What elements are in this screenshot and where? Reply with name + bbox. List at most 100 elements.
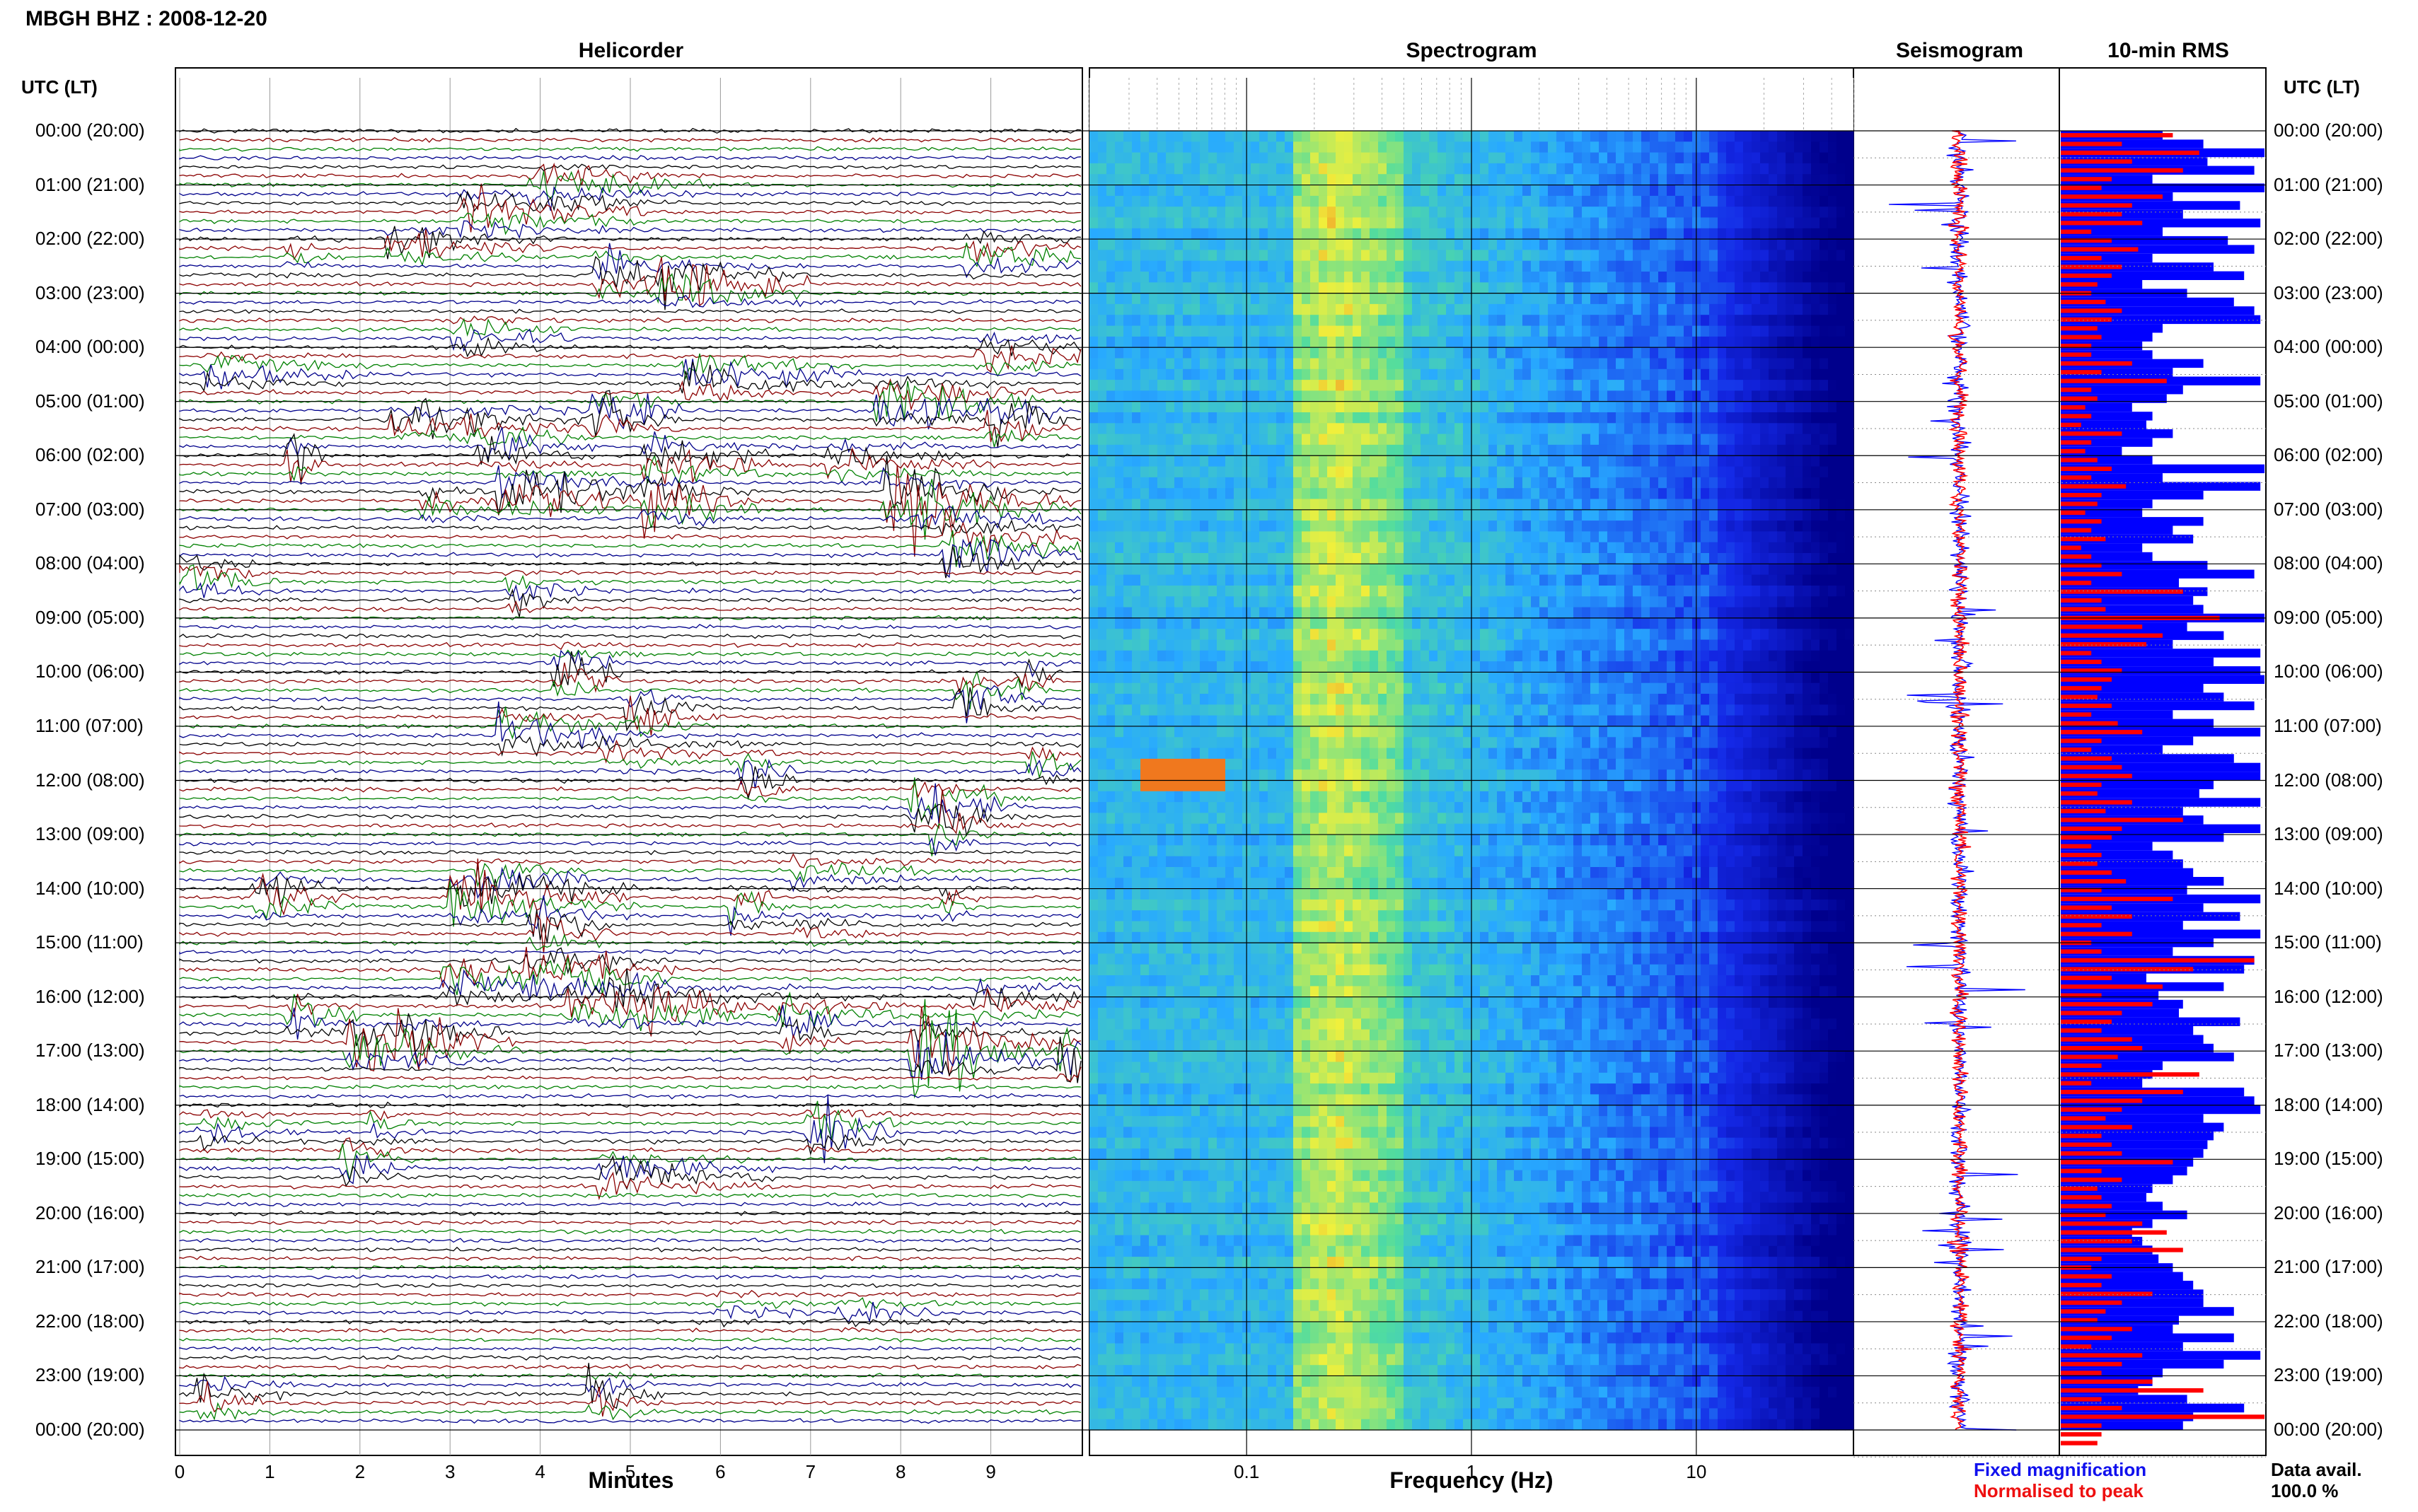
spectrogram-cell — [1539, 596, 1549, 608]
spectrogram-cell — [1675, 152, 1684, 164]
spectrogram-cell — [1607, 607, 1616, 619]
spectrogram-cell — [1590, 694, 1600, 705]
spectrogram-cell — [1565, 293, 1574, 305]
spectrogram-cell — [1234, 617, 1243, 629]
spectrogram-cell — [1667, 531, 1676, 543]
spectrogram-cell — [1480, 694, 1489, 705]
spectrogram-cell — [1098, 509, 1107, 521]
spectrogram-cell — [1514, 542, 1523, 554]
spectrogram-cell — [1183, 272, 1192, 283]
spectrogram-cell — [1836, 412, 1846, 424]
spectrogram-cell — [1463, 477, 1472, 489]
spectrogram-cell — [1259, 574, 1268, 586]
spectrogram-cell — [1811, 617, 1820, 629]
spectrogram-cell — [1726, 531, 1735, 543]
spectrogram-cell — [1157, 607, 1167, 619]
time-label-left: 04:00 (00:00) — [35, 336, 145, 358]
spectrogram-cell — [1353, 477, 1362, 489]
spectrogram-cell — [1149, 282, 1158, 294]
spectrogram-cell — [1488, 250, 1498, 262]
spectrogram-cell — [1811, 488, 1820, 500]
spectrogram-cell — [1089, 358, 1099, 370]
spectrogram-cell — [1370, 325, 1379, 337]
spectrogram-cell — [1573, 672, 1583, 684]
spectrogram-cell — [1565, 185, 1574, 197]
spectrogram-cell — [1641, 336, 1650, 348]
spectrogram-cell — [1667, 152, 1676, 164]
spectrogram-cell — [1488, 315, 1498, 327]
spectrogram-cell — [1633, 315, 1642, 327]
spectrogram-cell — [1471, 607, 1481, 619]
spectrogram-cell — [1522, 390, 1532, 402]
spectrogram-cell — [1132, 250, 1141, 262]
spectrogram-cell — [1709, 174, 1718, 186]
spectrogram-cell — [1412, 195, 1421, 207]
spectrogram-cell — [1505, 207, 1515, 219]
helicorder-trace-row — [179, 1363, 1082, 1370]
spectrogram-cell — [1370, 207, 1379, 219]
spectrogram-cell — [1803, 607, 1812, 619]
spectrogram-cell — [1539, 466, 1549, 478]
spectrogram-cell — [1115, 434, 1124, 446]
spectrogram-cell — [1471, 650, 1481, 662]
spectrogram-cell — [1268, 195, 1277, 207]
spectrogram-cell — [1735, 499, 1744, 511]
spectrogram-cell — [1828, 293, 1837, 305]
spectrogram-cell — [1522, 672, 1532, 684]
spectrogram-cell — [1429, 423, 1438, 435]
spectrogram-cell — [1845, 444, 1854, 456]
spectrogram-cell — [1123, 174, 1133, 186]
spectrogram-cell — [1480, 553, 1489, 564]
spectrogram-cell — [1285, 596, 1294, 608]
spectrogram-cell — [1361, 141, 1370, 153]
spectrogram-cell — [1743, 239, 1752, 250]
spectrogram-cell — [1505, 239, 1515, 250]
spectrogram-cell — [1319, 639, 1328, 651]
spectrogram-cell — [1157, 574, 1167, 586]
spectrogram-cell — [1548, 488, 1557, 500]
spectrogram-cell — [1616, 694, 1625, 705]
spectrogram-cell — [1548, 650, 1557, 662]
spectrogram-cell — [1836, 141, 1846, 153]
spectrogram-cell — [1650, 185, 1659, 197]
spectrogram-cell — [1505, 368, 1515, 380]
spectrogram-cell — [1429, 650, 1438, 662]
spectrogram-cell — [1285, 163, 1294, 175]
spectrogram-cell — [1836, 607, 1846, 619]
spectrogram-cell — [1752, 661, 1761, 673]
spectrogram-cell — [1217, 574, 1226, 586]
spectrogram-cell — [1760, 174, 1769, 186]
spectrogram-cell — [1200, 152, 1209, 164]
spectrogram-cell — [1743, 358, 1752, 370]
spectrogram-cell — [1760, 488, 1769, 500]
spectrogram-cell — [1429, 477, 1438, 489]
spectrogram-cell — [1174, 217, 1184, 229]
spectrogram-cell — [1769, 509, 1778, 521]
spectrogram-cell — [1404, 315, 1413, 327]
spectrogram-cell — [1438, 412, 1447, 424]
spectrogram-cell — [1259, 141, 1268, 153]
spectrogram-cell — [1641, 694, 1650, 705]
spectrogram-cell — [1293, 347, 1302, 359]
spectrogram-cell — [1616, 131, 1625, 142]
spectrogram-cell — [1667, 239, 1676, 250]
spectrogram-cell — [1684, 639, 1693, 651]
spectrogram-cell — [1089, 444, 1099, 456]
spectrogram-cell — [1463, 639, 1472, 651]
spectrogram-cell — [1573, 499, 1583, 511]
spectrogram-cell — [1404, 617, 1413, 629]
spectrogram-cell — [1794, 272, 1803, 283]
spectrogram-cell — [1624, 629, 1633, 641]
spectrogram-cell — [1123, 390, 1133, 402]
spectrogram-cell — [1251, 423, 1260, 435]
spectrogram-cell — [1157, 639, 1167, 651]
spectrogram-cell — [1183, 542, 1192, 554]
spectrogram-cell — [1336, 564, 1345, 576]
spectrogram-cell — [1361, 542, 1370, 554]
spectrogram-cell — [1599, 586, 1608, 597]
spectrogram-cell — [1089, 228, 1099, 240]
spectrogram-cell — [1539, 174, 1549, 186]
spectrogram-cell — [1667, 380, 1676, 391]
spectrogram-cell — [1514, 152, 1523, 164]
spectrogram-cell — [1166, 596, 1175, 608]
